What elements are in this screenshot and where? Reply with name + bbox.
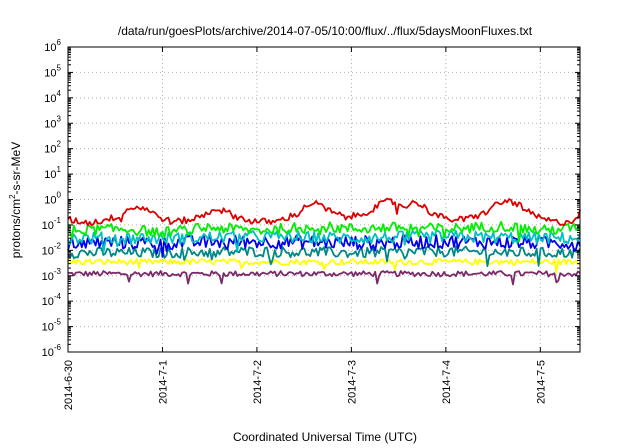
data-series — [67, 197, 581, 286]
y-tick-base: 10 — [42, 347, 54, 359]
y-tick-label: 10-5 — [42, 318, 62, 334]
y-tick-exponent: -5 — [54, 318, 62, 327]
y-tick-label: 10-3 — [42, 267, 62, 283]
y-tick-exponent: 6 — [57, 38, 62, 47]
y-tick-base: 10 — [42, 296, 54, 308]
y-tick-label: 105 — [44, 63, 61, 79]
x-tick-label: 2014-7-3 — [346, 360, 358, 404]
y-tick-base: 10 — [44, 169, 56, 181]
y-tick-base: 10 — [44, 118, 56, 130]
y-tick-label: 102 — [44, 140, 61, 156]
y-tick-base: 10 — [42, 220, 54, 232]
series-line — [67, 257, 581, 274]
y-tick-label: 101 — [44, 165, 61, 181]
y-axis-label-main: protons/cm — [9, 199, 23, 258]
y-tick-label: 10-6 — [42, 343, 62, 359]
axis-ticks — [67, 46, 580, 353]
y-tick-exponent: 3 — [57, 114, 62, 123]
y-axis-label: protons/cm2-s-sr-MeV — [8, 142, 23, 258]
series-line — [67, 245, 581, 268]
y-tick-base: 10 — [42, 322, 54, 334]
x-tick-label: 2014-7-2 — [252, 360, 264, 404]
y-tick-exponent: 4 — [57, 89, 62, 98]
y-tick-exponent: 0 — [57, 191, 62, 200]
series-line — [67, 270, 581, 286]
y-tick-label: 10-2 — [42, 241, 62, 257]
y-tick-label: 103 — [44, 114, 61, 130]
y-tick-base: 10 — [44, 67, 56, 79]
y-tick-exponent: 2 — [57, 140, 62, 149]
y-tick-label: 100 — [44, 191, 61, 207]
y-tick-exponent: -6 — [54, 343, 62, 352]
x-tick-labels: 2014-6-30 2014-7-1 2014-7-2 2014-7-3 2014-7-… — [63, 360, 547, 410]
y-tick-label: 104 — [44, 89, 61, 105]
y-tick-labels: 10610510410310210110010-110-210-310-410-… — [42, 38, 62, 359]
y-tick-exponent: -2 — [54, 241, 62, 250]
y-tick-base: 10 — [42, 245, 54, 257]
y-tick-base: 10 — [44, 144, 56, 156]
y-tick-exponent: 5 — [57, 63, 62, 72]
y-tick-base: 10 — [44, 42, 56, 54]
x-tick-label: 2014-7-4 — [441, 360, 453, 404]
x-tick-label: 2014-7-5 — [535, 360, 547, 404]
y-tick-exponent: 1 — [57, 165, 62, 174]
y-tick-label: 106 — [44, 38, 61, 54]
x-tick-label: 2014-6-30 — [63, 360, 75, 410]
y-tick-exponent: -1 — [54, 216, 62, 225]
series-line — [67, 229, 581, 254]
y-tick-exponent: -3 — [54, 267, 62, 276]
y-tick-base: 10 — [42, 271, 54, 283]
chart-title: /data/run/goesPlots/archive/2014-07-05/1… — [118, 24, 533, 38]
y-tick-exponent: -4 — [54, 292, 62, 301]
y-tick-label: 10-4 — [42, 292, 62, 308]
x-tick-label: 2014-7-1 — [157, 360, 169, 404]
y-tick-base: 10 — [44, 195, 56, 207]
series-line — [67, 197, 581, 227]
y-tick-base: 10 — [44, 93, 56, 105]
series-line — [67, 220, 581, 243]
y-tick-label: 10-1 — [42, 216, 62, 232]
y-axis-label-rest: -s-sr-MeV — [9, 142, 23, 195]
y-axis-label-sup: 2 — [8, 194, 17, 199]
x-axis-label: Coordinated Universal Time (UTC) — [233, 430, 417, 444]
